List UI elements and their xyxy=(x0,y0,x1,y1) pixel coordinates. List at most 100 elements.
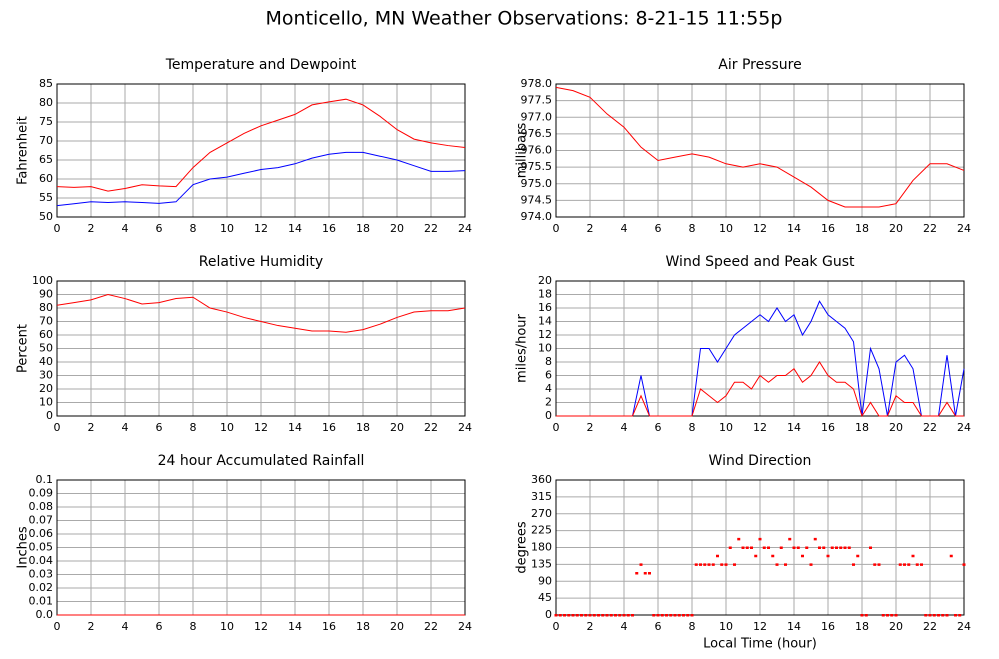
y-tick-label: 30 xyxy=(39,369,53,382)
x-tick-label: 2 xyxy=(587,620,594,633)
data-point xyxy=(830,546,834,549)
y-tick-label: 65 xyxy=(39,153,53,166)
x-tick-label: 0 xyxy=(54,222,61,235)
x-tick-label: 18 xyxy=(855,421,869,434)
data-point xyxy=(809,563,813,566)
y-tick-label: 0 xyxy=(46,409,53,422)
x-tick-label: 8 xyxy=(689,222,696,235)
data-point xyxy=(894,614,898,617)
data-point xyxy=(639,563,643,566)
x-tick-label: 0 xyxy=(54,620,61,633)
data-point xyxy=(711,563,715,566)
x-tick-label: 6 xyxy=(156,222,163,235)
y-tick-label: 975.5 xyxy=(521,160,553,173)
data-point xyxy=(554,614,558,617)
y-tick-label: 2 xyxy=(545,396,552,409)
x-tick-label: 16 xyxy=(821,421,835,434)
data-point xyxy=(928,614,932,617)
x-tick-label: 20 xyxy=(889,421,903,434)
y-tick-label: 0.06 xyxy=(29,527,54,540)
page-title: Monticello, MN Weather Observations: 8-2… xyxy=(266,8,783,30)
panel-title: 24 hour Accumulated Rainfall xyxy=(158,453,365,469)
y-tick-label: 6 xyxy=(545,369,552,382)
x-tick-label: 12 xyxy=(753,222,767,235)
y-tick-label: 977.5 xyxy=(521,94,553,107)
data-point xyxy=(958,614,962,617)
data-point xyxy=(915,563,919,566)
x-tick-label: 6 xyxy=(655,620,662,633)
data-point xyxy=(762,546,766,549)
x-tick-label: 4 xyxy=(621,620,628,633)
y-tick-label: 85 xyxy=(39,77,53,90)
y-tick-label: 10 xyxy=(538,342,552,355)
y-tick-label: 10 xyxy=(39,396,53,409)
x-tick-label: 4 xyxy=(621,222,628,235)
y-axis-label: millibars xyxy=(515,123,530,179)
data-point xyxy=(818,546,821,549)
panel-title: Wind Direction xyxy=(709,453,812,469)
data-point xyxy=(941,614,945,617)
data-point xyxy=(877,563,881,566)
y-axis-label: Percent xyxy=(16,324,31,373)
data-point xyxy=(563,614,566,617)
x-tick-label: 12 xyxy=(254,222,268,235)
data-point xyxy=(924,614,928,617)
x-tick-label: 18 xyxy=(356,620,370,633)
data-point xyxy=(699,563,702,566)
x-tick-label: 20 xyxy=(390,620,404,633)
data-point xyxy=(903,563,906,566)
data-point xyxy=(779,546,783,549)
data-point xyxy=(669,614,673,617)
x-tick-label: 2 xyxy=(88,620,95,633)
x-tick-label: 16 xyxy=(821,222,835,235)
data-point xyxy=(839,546,843,549)
data-point xyxy=(673,614,677,617)
x-tick-label: 6 xyxy=(156,620,163,633)
y-tick-label: 20 xyxy=(39,382,53,395)
x-tick-label: 22 xyxy=(424,421,438,434)
y-tick-label: 14 xyxy=(538,315,552,328)
plot-frame xyxy=(555,280,965,417)
y-tick-label: 0.08 xyxy=(29,500,54,513)
panel-title: Air Pressure xyxy=(718,57,801,73)
data-point xyxy=(847,546,851,549)
x-tick-label: 6 xyxy=(655,421,662,434)
data-line xyxy=(56,151,466,207)
data-point xyxy=(575,614,579,617)
data-point xyxy=(592,614,596,617)
data-point xyxy=(567,614,571,617)
data-point xyxy=(852,563,855,566)
x-tick-label: 6 xyxy=(655,222,662,235)
y-tick-label: 80 xyxy=(39,301,53,314)
data-point xyxy=(571,614,575,617)
y-tick-label: 90 xyxy=(538,574,552,587)
data-point xyxy=(771,554,775,558)
x-tick-label: 8 xyxy=(190,222,197,235)
y-tick-label: 55 xyxy=(39,191,53,204)
y-tick-label: 45 xyxy=(538,591,552,604)
x-tick-label: 14 xyxy=(288,421,302,434)
y-tick-label: 60 xyxy=(39,172,53,185)
x-tick-label: 12 xyxy=(753,421,767,434)
data-point xyxy=(775,563,779,566)
y-tick-label: 270 xyxy=(531,507,552,520)
data-point xyxy=(881,614,885,617)
data-line xyxy=(56,98,466,192)
x-tick-label: 12 xyxy=(753,620,767,633)
data-point xyxy=(856,554,860,558)
y-tick-label: 0.0 xyxy=(36,608,54,621)
data-point xyxy=(682,614,685,617)
y-tick-label: 100 xyxy=(32,274,53,287)
x-tick-label: 16 xyxy=(821,620,835,633)
data-point xyxy=(962,563,966,566)
y-tick-label: 75 xyxy=(39,115,53,128)
x-tick-label: 24 xyxy=(458,222,472,235)
y-tick-label: 0.05 xyxy=(29,541,54,554)
x-tick-label: 4 xyxy=(122,620,129,633)
data-point xyxy=(558,614,562,617)
y-axis-label: Inches xyxy=(16,526,31,568)
x-tick-label: 24 xyxy=(957,620,971,633)
y-tick-label: 18 xyxy=(538,288,552,301)
x-tick-label: 20 xyxy=(889,620,903,633)
